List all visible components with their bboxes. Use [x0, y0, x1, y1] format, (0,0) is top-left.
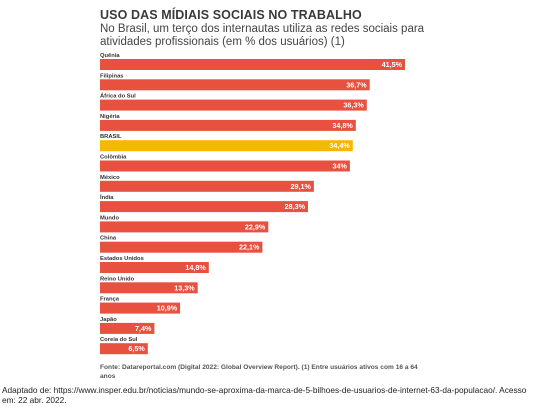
bar-colombia — [100, 160, 350, 172]
value-label-colombia: 34% — [333, 162, 348, 171]
bar-estados-unidos — [100, 262, 209, 273]
value-label-china: 22,1% — [239, 243, 260, 252]
bar-china — [100, 241, 263, 253]
category-label-brasil: BRASIL — [100, 134, 122, 140]
value-label-reino-unido: 13,3% — [174, 283, 195, 292]
chart-title: USO DAS MÍDIAIS SOCIAIS NO TRABALHO — [100, 8, 362, 22]
category-label-filipinas: Filipinas — [100, 73, 124, 79]
category-label-estados-unidos: Estados Unidos — [100, 256, 144, 262]
category-label-coreia-do-sul: Coreia do Sul — [100, 337, 138, 343]
bar-reino-unido — [100, 282, 198, 294]
chart-source: Fonte: Datareportal.com (Digital 2022: G… — [100, 364, 418, 380]
bar-nigeria — [100, 119, 356, 131]
category-label-franca: França — [100, 297, 120, 303]
bar-india — [100, 201, 308, 213]
value-label-japao: 7,4% — [135, 324, 152, 333]
category-label-japao: Japão — [100, 317, 117, 323]
bar-coreia-do-sul — [100, 343, 148, 355]
value-label-mexico: 29,1% — [291, 182, 312, 191]
bar-brasil — [100, 140, 353, 152]
category-label-reino-unido: Reino Unido — [100, 276, 135, 282]
bar-filipinas — [100, 79, 370, 91]
bar-mexico — [100, 180, 314, 192]
category-label-india: Índia — [100, 193, 114, 201]
chart-subtitle: No Brasil, um terço dos internautas util… — [100, 23, 425, 48]
bar-mundo — [100, 221, 269, 233]
value-label-coreia-do-sul: 6,5% — [128, 344, 145, 353]
bar-africa-do-sul — [100, 99, 367, 111]
value-label-africa-do-sul: 36,3% — [343, 101, 364, 110]
category-label-china: China — [100, 236, 117, 242]
value-label-brasil: 34,4% — [329, 141, 350, 150]
value-label-nigeria: 34,8% — [332, 121, 353, 130]
bar-quenia — [100, 59, 405, 70]
category-label-colombia: Colômbia — [100, 155, 127, 161]
category-label-africa-do-sul: África do Sul — [100, 93, 136, 100]
bar-franca — [100, 302, 181, 314]
value-label-franca: 10,9% — [157, 304, 178, 313]
value-label-estados-unidos: 14,8% — [185, 263, 206, 272]
category-label-nigeria: Nigéria — [100, 114, 120, 120]
category-label-mexico: México — [100, 175, 120, 181]
category-label-mundo: Mundo — [100, 215, 119, 221]
category-label-quenia: Quênia — [100, 53, 120, 59]
credit-note: Adaptado de: https://www.insper.edu.br/n… — [2, 385, 527, 405]
bar-japao — [100, 322, 155, 334]
value-label-quenia: 41,5% — [382, 60, 403, 69]
value-label-india: 28,3% — [285, 202, 306, 211]
bar-chart: Quênia 41,5% Filipinas 36,7% África do Sul 36… — [100, 53, 405, 355]
value-label-mundo: 22,9% — [245, 222, 266, 231]
value-label-filipinas: 36,7% — [346, 80, 367, 89]
